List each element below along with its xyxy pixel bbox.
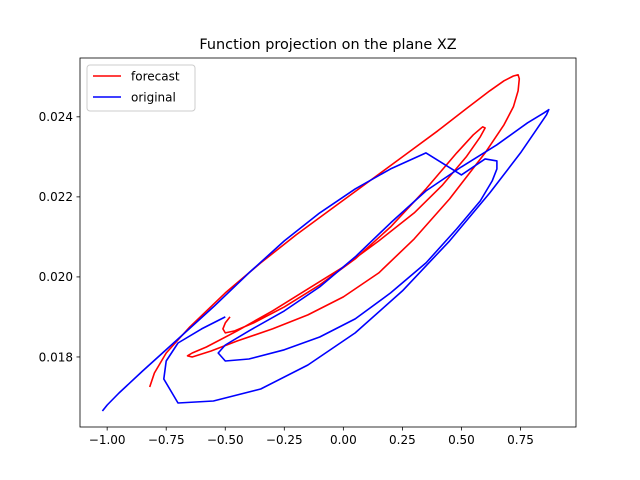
series-layer	[101, 74, 550, 412]
y-axis: 0.018 0.020 0.022 0.024	[39, 110, 80, 364]
y-tick-label: 0.018	[39, 350, 73, 364]
legend-label-forecast: forecast	[131, 70, 180, 84]
x-tick-label: −0.25	[266, 433, 303, 447]
legend-label-original: original	[131, 91, 176, 105]
chart-title: Function projection on the plane XZ	[199, 37, 456, 53]
x-tick-label: −0.75	[148, 433, 185, 447]
x-axis: −1.00 −0.75 −0.50 −0.25 0.00 0.25 0.50 0.75	[89, 427, 534, 447]
x-tick-label: −1.00	[89, 433, 126, 447]
x-tick-label: 0.75	[507, 433, 534, 447]
legend: forecast original	[86, 64, 196, 112]
series-line-original	[101, 108, 550, 412]
x-tick-label: 0.00	[330, 433, 357, 447]
x-tick-label: 0.25	[389, 433, 416, 447]
y-tick-label: 0.020	[39, 270, 73, 284]
plot-frame	[79, 57, 577, 428]
series-line-forecast	[148, 74, 521, 388]
x-tick-label: 0.50	[448, 433, 475, 447]
x-tick-label: −0.50	[207, 433, 244, 447]
y-tick-label: 0.024	[39, 110, 73, 124]
y-tick-label: 0.022	[39, 190, 73, 204]
